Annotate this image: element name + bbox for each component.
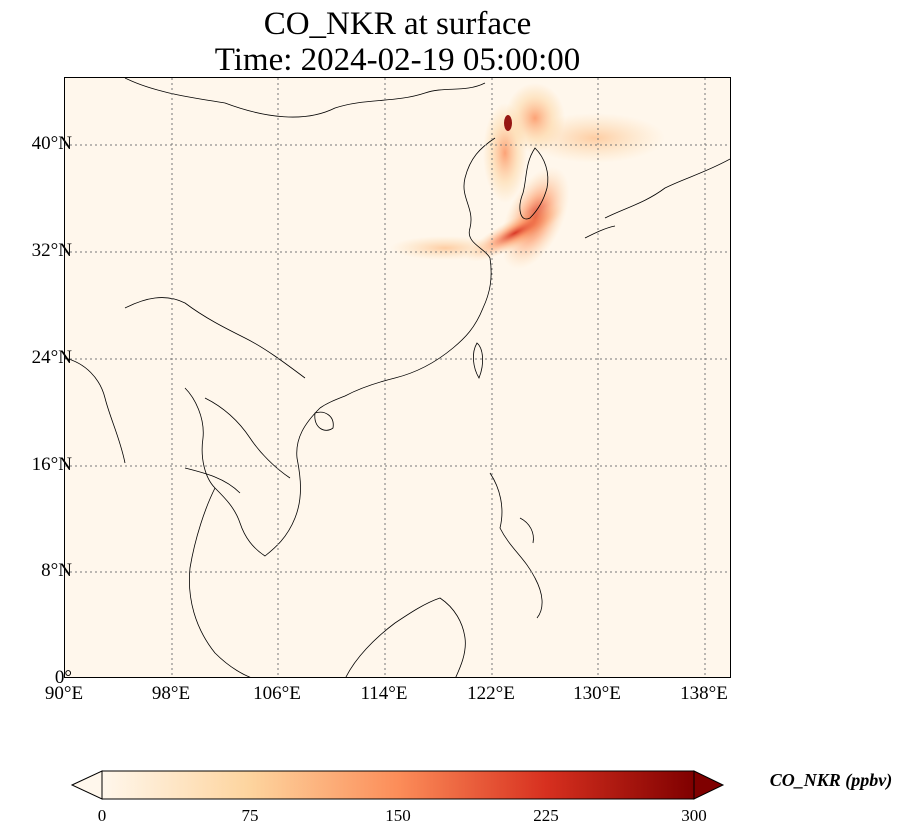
lon-tick-label: 122°E: [467, 683, 515, 704]
coast-korea: [519, 147, 549, 220]
lon-tick-label: 106°E: [253, 683, 301, 704]
lat-tick-label: 24°N: [31, 347, 72, 368]
co-concentration-field: [390, 83, 665, 270]
lat-tick-label: 8°N: [41, 560, 72, 581]
map-title: CO_NKR at surface: [263, 6, 532, 42]
lat-tick-label: 16°N: [31, 454, 72, 475]
lat-tick-label: 40°N: [31, 133, 72, 154]
colorbar-tick-label: 150: [385, 806, 411, 825]
lat-tick-label: 32°N: [31, 240, 72, 261]
coast-hainan: [314, 411, 334, 431]
plume-hotspot: [504, 115, 512, 131]
lat-tick-label: 0°: [54, 667, 72, 688]
coast-philippines: [489, 472, 543, 619]
coast-indochina: [184, 387, 321, 557]
colorbar-title: CO_NKR (ppbv): [769, 770, 893, 790]
coast-visayas: [519, 517, 534, 544]
colorbar-bar: [101, 770, 695, 800]
colorbar-tick-label: 225: [533, 806, 559, 825]
lon-tick-label: 98°E: [151, 683, 191, 704]
border-laos-vietnam: [204, 397, 291, 479]
colorbar-extend-min: [70, 770, 103, 800]
coastlines: [65, 78, 730, 677]
coast-china: [319, 137, 496, 409]
map-panel: [64, 77, 731, 678]
lon-tick-label: 138°E: [680, 683, 728, 704]
coast-malay: [189, 487, 251, 677]
colorbar-extend-max: [693, 770, 725, 800]
coast-kyushu: [584, 225, 616, 239]
coast-japan: [604, 158, 730, 219]
coast-myanmar: [65, 357, 126, 464]
gridlines: [65, 78, 730, 677]
border-china-south: [124, 297, 306, 379]
colorbar: [70, 770, 725, 800]
lon-tick-label: 90°E: [44, 683, 84, 704]
colorbar-tick-label: 0: [97, 806, 107, 825]
coast-taiwan: [473, 342, 483, 379]
coast-borneo: [345, 597, 466, 677]
lon-tick-label: 114°E: [360, 683, 408, 704]
colorbar-tick-label: 75: [241, 806, 259, 825]
map-subtitle-time: Time: 2024-02-19 05:00:00: [214, 42, 581, 78]
border-mongolia: [124, 78, 486, 118]
plume-north-china: [483, 103, 527, 203]
border-thailand-cambodia: [184, 467, 241, 494]
lon-tick-label: 130°E: [573, 683, 621, 704]
plume-central-china: [390, 236, 500, 260]
map-canvas: [65, 78, 730, 677]
colorbar-tick-label: 300: [681, 806, 707, 825]
